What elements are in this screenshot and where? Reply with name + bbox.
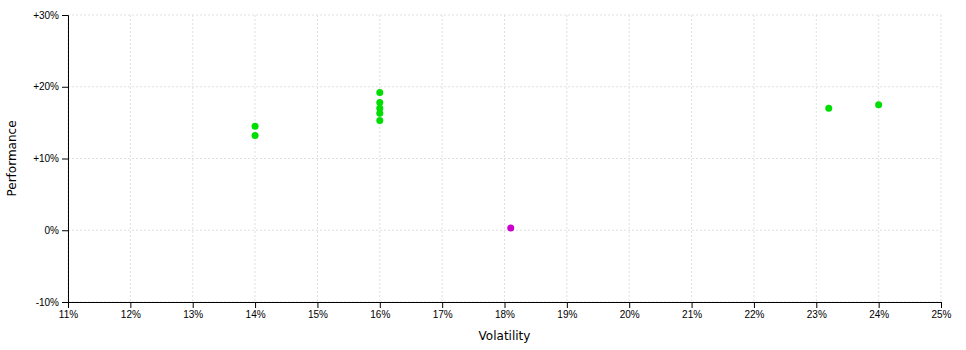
x-tick-mark: [816, 302, 817, 308]
grid-line-y: [68, 230, 941, 231]
point: [376, 117, 383, 124]
x-tick: 16%: [370, 302, 390, 320]
grid-line-x: [566, 15, 567, 302]
x-tick-label: 16%: [370, 309, 390, 320]
x-tick-mark: [754, 302, 755, 308]
x-tick-mark: [193, 302, 194, 308]
grid-line-y: [68, 158, 941, 159]
x-tick-mark: [941, 302, 942, 308]
x-tick-mark: [317, 302, 318, 308]
y-tick-label: 0%: [45, 225, 60, 236]
point: [252, 123, 259, 130]
x-tick-mark: [255, 302, 256, 308]
y-tick-label: +10%: [33, 153, 59, 164]
y-tick: -10%: [36, 297, 68, 308]
y-tick: +20%: [33, 81, 68, 92]
y-tick: +10%: [33, 153, 68, 164]
x-tick-label: 11%: [59, 309, 78, 320]
y-tick-mark: [62, 15, 68, 16]
x-tick-mark: [130, 302, 131, 308]
x-tick-label: 25%: [931, 309, 951, 320]
x-tick: 12%: [121, 302, 141, 320]
x-tick-label: 18%: [495, 309, 515, 320]
series: [507, 225, 514, 232]
x-tick-label: 15%: [308, 309, 328, 320]
x-tick-label: 12%: [121, 309, 141, 320]
grid-line-y: [68, 15, 941, 16]
y-axis: -10% 0% +10% +20% +30%: [33, 10, 68, 308]
x-tick-label: 14%: [246, 309, 266, 320]
y-tick-label: +30%: [33, 10, 59, 21]
plot: 11% 12% 13% 14% 15% 16% 17% 18% 19% 20% 21% 22% 23% 2…: [33, 10, 951, 320]
x-tick: 24%: [869, 302, 889, 320]
series: [252, 89, 883, 139]
x-tick-label: 24%: [869, 309, 889, 320]
x-tick-label: 22%: [744, 309, 764, 320]
y-tick-label: -10%: [36, 297, 59, 308]
x-tick-label: 20%: [620, 309, 640, 320]
point: [875, 101, 882, 108]
grid-line-y: [68, 86, 941, 87]
x-tick: 22%: [744, 302, 764, 320]
x-tick-mark: [380, 302, 381, 308]
point: [376, 110, 383, 117]
y-tick-mark: [62, 87, 68, 88]
x-tick: 25%: [931, 302, 951, 320]
x-tick: 14%: [246, 302, 266, 320]
y-tick: 0%: [45, 225, 68, 236]
y-axis-line: [62, 16, 69, 303]
x-tick: 15%: [308, 302, 328, 320]
x-tick-label: 13%: [183, 309, 203, 320]
y-tick-mark: [62, 159, 68, 160]
x-tick-mark: [505, 302, 506, 308]
chart: 11% 12% 13% 14% 15% 16% 17% 18% 19% 20% 21% 22% 23% 2…: [0, 0, 966, 350]
y-tick-mark: [62, 230, 68, 231]
marks: [252, 89, 883, 232]
point: [252, 132, 259, 139]
y-tick: +30%: [33, 10, 68, 21]
x-tick: 18%: [495, 302, 515, 320]
grid-line-x: [878, 15, 879, 302]
grid-line-x: [691, 15, 692, 302]
x-tick-label: 17%: [433, 309, 453, 320]
x-axis-line: [69, 303, 942, 309]
grid: [68, 15, 941, 302]
x-tick-mark: [692, 302, 693, 308]
x-axis: 11% 12% 13% 14% 15% 16% 17% 18% 19% 20% 21% 22% 23% 2…: [59, 302, 952, 320]
x-tick: 20%: [620, 302, 640, 320]
y-tick-mark: [62, 302, 68, 303]
x-tick-mark: [629, 302, 630, 308]
y-axis-title: Performance: [5, 120, 19, 196]
y-tick-label: +20%: [33, 81, 59, 92]
point: [507, 225, 514, 232]
x-tick: 13%: [183, 302, 203, 320]
x-tick: 11%: [59, 302, 78, 320]
x-tick-mark: [879, 302, 880, 308]
x-tick: 17%: [433, 302, 453, 320]
x-tick: 23%: [807, 302, 827, 320]
x-tick-mark: [567, 302, 568, 308]
x-axis-title: Volatility: [479, 329, 531, 343]
point: [376, 89, 383, 96]
x-tick-label: 19%: [557, 309, 577, 320]
x-tick-label: 23%: [807, 309, 827, 320]
grid-line-x: [130, 15, 131, 302]
x-tick-mark: [442, 302, 443, 308]
x-tick-label: 21%: [682, 309, 702, 320]
point: [825, 105, 832, 112]
grid-line-x: [255, 15, 256, 302]
x-tick: 21%: [682, 302, 702, 320]
x-tick: 19%: [557, 302, 577, 320]
